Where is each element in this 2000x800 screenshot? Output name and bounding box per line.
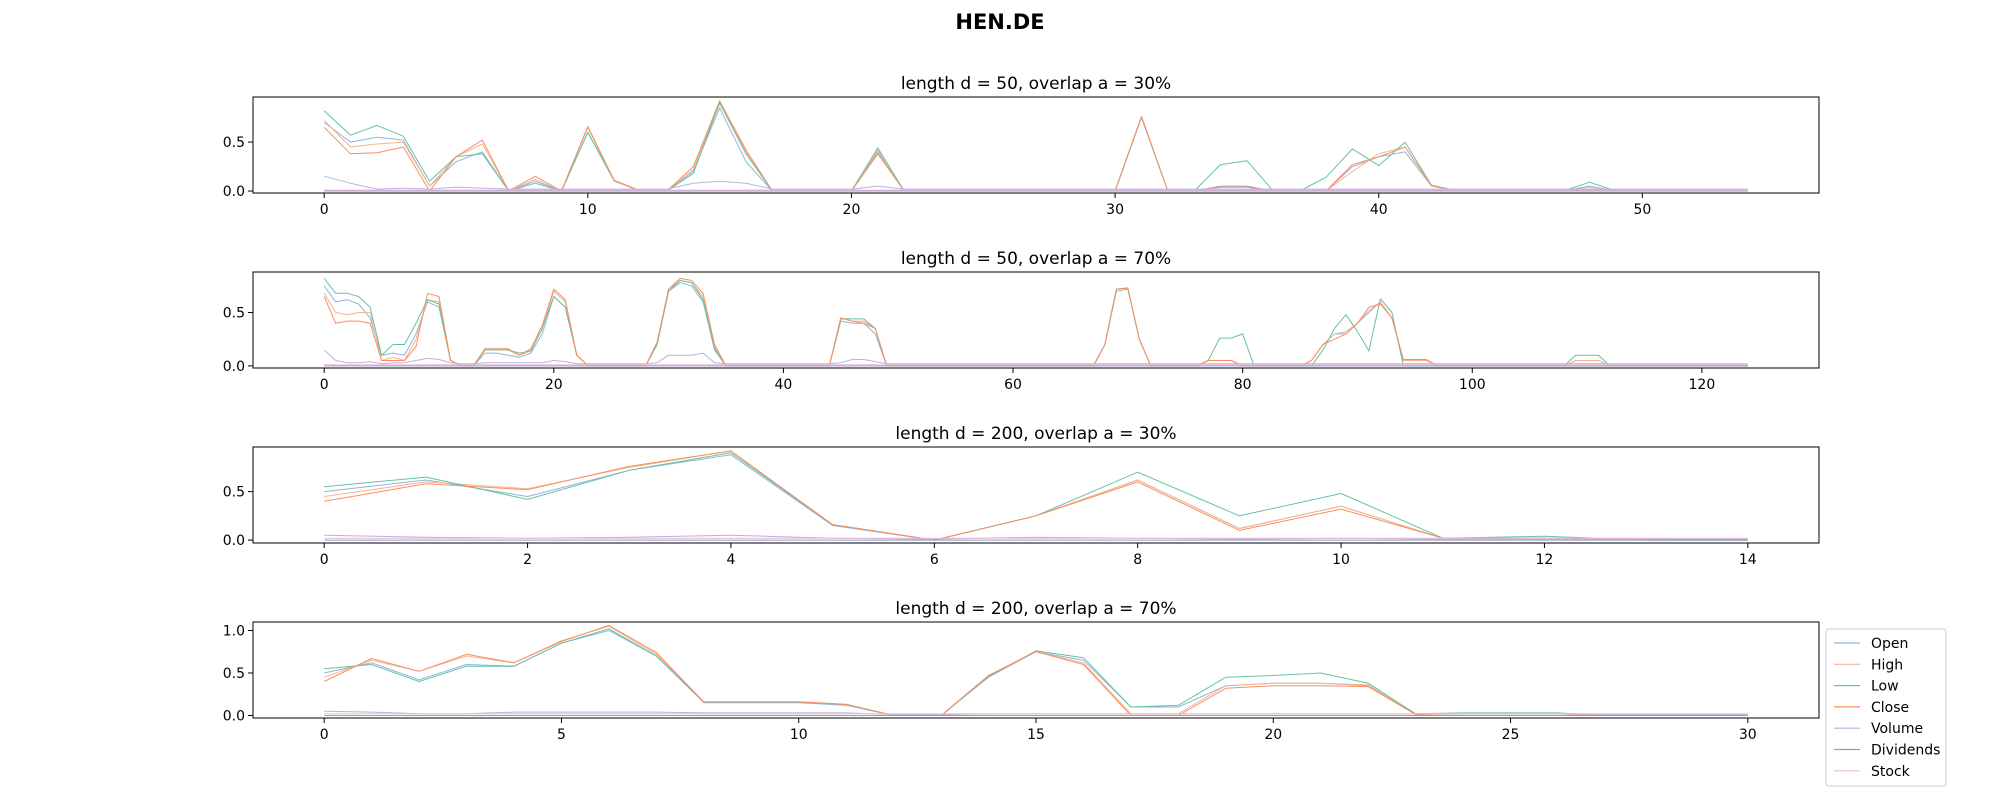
- axes-frame: [252, 621, 1820, 719]
- x-tick-label: 20: [545, 377, 563, 393]
- legend-label-close: Close: [1871, 700, 1909, 716]
- x-tick-label: 12: [1536, 552, 1554, 568]
- subplot-4: length d = 200, overlap a = 70% 0 5 10 15 20 2…: [223, 599, 1820, 743]
- series-line-close: [323, 277, 1748, 367]
- series-line-low: [323, 278, 1748, 367]
- x-tick-label: 0: [320, 377, 329, 393]
- x-tick-label: 10: [790, 727, 808, 743]
- x-tick-label: 50: [1633, 202, 1651, 218]
- legend-label-high: High: [1871, 657, 1903, 673]
- series-line-high: [324, 625, 1748, 716]
- series-line-close: [323, 624, 1748, 716]
- series-line-close: [324, 450, 1748, 541]
- subplot-title: length d = 200, overlap a = 30%: [895, 424, 1176, 444]
- figure-suptitle: HEN.DE: [955, 10, 1045, 34]
- axes-frame: [252, 271, 1820, 369]
- subplot-title: length d = 200, overlap a = 70%: [895, 599, 1176, 619]
- series-line-volume: [324, 175, 1748, 190]
- series-line-open: [323, 282, 1748, 367]
- legend-label-stock: Stock: [1871, 764, 1911, 780]
- x-tick-label: 80: [1234, 377, 1252, 393]
- legend-label-low: Low: [1871, 679, 1899, 695]
- legend-label-open: Open: [1871, 636, 1908, 652]
- subplot-title: length d = 50, overlap a = 70%: [901, 249, 1171, 269]
- y-tick-label: 0.0: [223, 533, 245, 549]
- legend-label-volume: Volume: [1871, 721, 1923, 737]
- x-tick-label: 8: [1133, 552, 1142, 568]
- subplot-2: length d = 50, overlap a = 70% 0 20 40 60 80 1…: [223, 249, 1820, 393]
- subplot-3: length d = 200, overlap a = 30% 0 2 4 6 8 10 12…: [223, 424, 1820, 568]
- legend-box: [1825, 628, 1947, 787]
- x-tick-label: 20: [843, 202, 861, 218]
- x-tick-label: 14: [1739, 552, 1757, 568]
- subplot-title: length d = 50, overlap a = 30%: [901, 74, 1171, 94]
- y-tick-label: 0.5: [223, 135, 245, 151]
- y-tick-label: 1.0: [223, 623, 245, 639]
- x-tick-label: 30: [1739, 727, 1757, 743]
- series-line-high: [324, 450, 1748, 541]
- legend: Open High Low Close Volume Dividends Stock: [1825, 628, 1947, 787]
- x-tick-label: 100: [1459, 377, 1486, 393]
- x-tick-label: 40: [1370, 202, 1388, 218]
- series-line-volume: [323, 349, 1748, 365]
- x-tick-label: 0: [320, 727, 329, 743]
- x-tick-label: 10: [579, 202, 597, 218]
- y-tick-label: 0.5: [223, 485, 245, 501]
- legend-label-dividends: Dividends: [1871, 743, 1940, 759]
- x-tick-label: 15: [1027, 727, 1045, 743]
- x-tick-label: 4: [726, 552, 735, 568]
- x-tick-label: 2: [523, 552, 532, 568]
- axes-frame: [252, 96, 1820, 194]
- x-tick-label: 6: [930, 552, 939, 568]
- x-tick-label: 60: [1004, 377, 1022, 393]
- x-tick-label: 30: [1106, 202, 1124, 218]
- series-line-low: [324, 452, 1748, 541]
- series-line-open: [323, 107, 1748, 192]
- series-line-open: [324, 454, 1748, 541]
- series-line-high: [323, 280, 1748, 367]
- subplot-1: length d = 50, overlap a = 30% 0 10 20 30 40 5…: [223, 74, 1820, 218]
- series-line-open: [324, 630, 1748, 716]
- series-line-close: [323, 100, 1748, 192]
- y-tick-label: 0.0: [223, 184, 245, 200]
- series-line-low: [324, 628, 1748, 716]
- axes-frame: [252, 446, 1820, 544]
- x-tick-label: 20: [1264, 727, 1282, 743]
- x-tick-label: 25: [1502, 727, 1520, 743]
- x-tick-label: 120: [1689, 377, 1716, 393]
- x-tick-label: 10: [1332, 552, 1350, 568]
- y-tick-label: 0.0: [223, 708, 245, 724]
- x-tick-label: 5: [557, 727, 566, 743]
- y-tick-label: 0.5: [223, 306, 245, 322]
- y-tick-label: 0.5: [223, 666, 245, 682]
- x-tick-label: 0: [320, 202, 329, 218]
- x-tick-label: 40: [775, 377, 793, 393]
- y-tick-label: 0.0: [223, 359, 245, 375]
- x-tick-label: 0: [320, 552, 329, 568]
